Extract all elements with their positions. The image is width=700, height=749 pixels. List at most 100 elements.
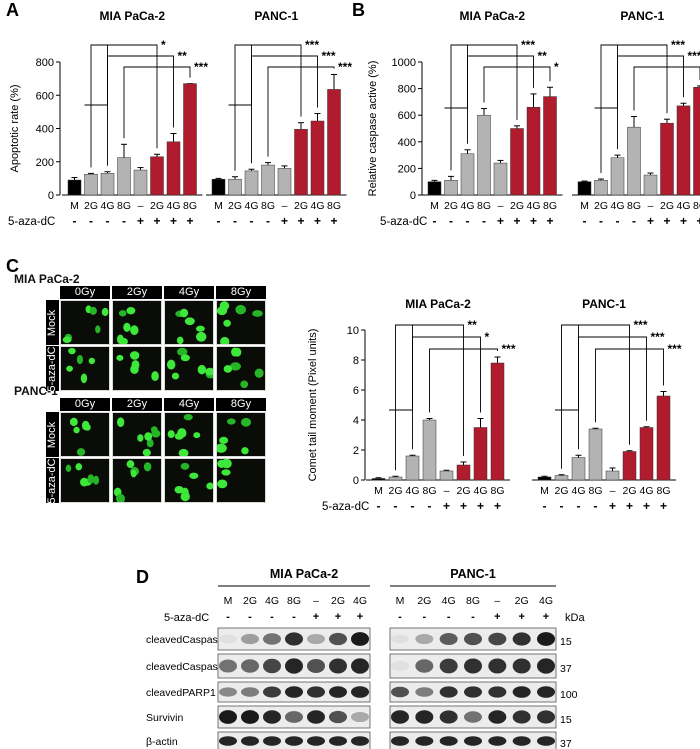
bar xyxy=(622,451,637,481)
aza-sign: + xyxy=(647,214,654,228)
blot-band xyxy=(537,686,555,698)
y-axis-label: Apoptotic rate (%) xyxy=(9,84,21,172)
aza-sign: - xyxy=(560,499,564,513)
aza-sign: + xyxy=(513,214,520,228)
bar xyxy=(310,120,325,196)
western-kda-value: 15 xyxy=(560,636,572,648)
blot-band xyxy=(415,736,434,746)
y-tick-label: 600 xyxy=(36,90,54,102)
y-tick-label: 200 xyxy=(36,157,54,169)
x-tick-label: – xyxy=(282,200,288,212)
bar xyxy=(388,476,403,481)
blot-band xyxy=(329,710,347,724)
x-tick-label: 2G xyxy=(150,200,164,212)
significance-bracket xyxy=(123,66,191,139)
bar xyxy=(460,153,475,196)
micro-dose-label: 8Gy xyxy=(216,286,266,299)
y-tick-label: 400 xyxy=(398,137,416,149)
aza-sign: + xyxy=(609,499,616,513)
significance-stars: *** xyxy=(194,60,208,74)
bar xyxy=(327,89,341,196)
blot-band xyxy=(241,736,259,746)
micro-dose-label: 8Gy xyxy=(216,398,266,411)
x-tick-label: 8G xyxy=(261,200,275,212)
significance-bracket xyxy=(600,44,668,174)
micro-row-label-bg xyxy=(46,458,59,503)
western-kda-value: 15 xyxy=(560,714,572,726)
western-lane-label: M xyxy=(224,595,233,607)
aza-sign: + xyxy=(643,499,650,513)
aza-sign: + xyxy=(626,499,633,513)
aza-sign: - xyxy=(233,214,237,228)
western-row-label: β-actin xyxy=(146,736,178,748)
aza-row-label: 5-aza-dC xyxy=(8,216,55,228)
micrograph-cell xyxy=(216,300,266,345)
bar xyxy=(571,457,586,481)
blot-band xyxy=(488,658,507,674)
micro-dose-label: 2Gy xyxy=(112,286,162,299)
aza-sign: - xyxy=(411,499,415,513)
micro-row-label-bg xyxy=(46,412,59,457)
micrograph-cell xyxy=(112,346,162,391)
blot-band xyxy=(329,686,347,698)
western-row-label: cleavedCaspase9 xyxy=(146,661,230,673)
western-aza-sign: - xyxy=(226,611,230,623)
x-tick-label: 8G xyxy=(627,200,641,212)
x-tick-label: 8G xyxy=(422,485,436,497)
blot-band xyxy=(351,711,369,723)
aza-sign: + xyxy=(477,499,484,513)
blot-band xyxy=(415,659,434,673)
blot-band xyxy=(464,736,482,746)
significance-stars: *** xyxy=(502,342,516,356)
micrograph-cell xyxy=(60,458,110,503)
bar xyxy=(211,178,226,196)
blot-band xyxy=(285,632,303,646)
significance-stars: *** xyxy=(338,60,352,74)
x-tick-label: 4G xyxy=(610,200,624,212)
blot-band xyxy=(391,634,409,644)
blot-band xyxy=(351,686,369,698)
blot-band xyxy=(263,633,281,645)
aza-sign: + xyxy=(663,214,670,228)
aza-sign: - xyxy=(594,499,598,513)
bar xyxy=(537,476,552,481)
western-aza-sign: + xyxy=(543,611,549,623)
western-kda-value: 37 xyxy=(560,738,572,749)
micrograph-cell xyxy=(60,300,110,345)
aza-sign: + xyxy=(186,214,193,228)
x-tick-label: 8G xyxy=(693,200,700,212)
blot-band xyxy=(415,687,434,697)
x-tick-label: 2G xyxy=(594,200,608,212)
blot-band xyxy=(391,710,409,724)
x-tick-label: 4G xyxy=(405,485,419,497)
micro-row-label: 5-aza-dC xyxy=(46,458,58,504)
x-tick-label: 8G xyxy=(543,200,557,212)
x-tick-label: 4G xyxy=(571,485,585,497)
aza-sign: + xyxy=(530,214,537,228)
blot-band xyxy=(415,710,434,724)
bar xyxy=(676,105,691,196)
x-tick-label: 8G xyxy=(117,200,131,212)
western-kda-value: 37 xyxy=(560,663,572,675)
bar xyxy=(660,122,674,196)
chart-a-apoptotic-rate: Apoptotic rate (%) 0 200 400 600 800 MIA PaCa-… xyxy=(8,9,352,228)
blot-band xyxy=(439,632,458,646)
micro-row-label: 5-aza-dC xyxy=(46,346,58,392)
bar xyxy=(554,475,569,481)
x-tick-label: 2G xyxy=(622,485,636,497)
aza-sign: - xyxy=(632,214,636,228)
micro-dose-label: 0Gy xyxy=(60,398,110,411)
micrograph-cell xyxy=(164,412,214,457)
micro-row-label: Mock xyxy=(46,421,58,449)
blot-band xyxy=(307,633,325,645)
bar xyxy=(490,362,505,481)
blot-band xyxy=(488,736,507,746)
aza-sign: + xyxy=(281,214,288,228)
y-tick-label: 0 xyxy=(353,475,359,487)
x-tick-label: 8G xyxy=(490,485,504,497)
significance-bracket xyxy=(578,336,647,450)
western-aza-label: 5-aza-dC xyxy=(164,612,209,624)
bar xyxy=(693,87,700,196)
bar xyxy=(150,156,164,196)
x-tick-label: – xyxy=(610,485,616,497)
